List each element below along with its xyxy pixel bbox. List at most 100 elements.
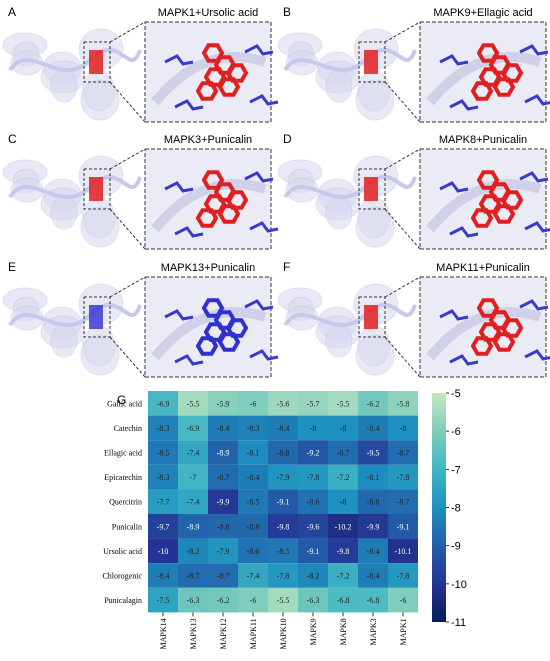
cell-label: -7.2: [337, 473, 350, 482]
heat-cell: [388, 587, 418, 613]
cell-label: -8.7: [187, 572, 200, 581]
cell-label: -10.1: [395, 547, 412, 556]
cell-label: -8.9: [217, 449, 230, 458]
cell-label: -8.8: [247, 522, 260, 531]
colorbar: [432, 393, 446, 622]
cell-label: -8.4: [367, 424, 380, 433]
heat-cell: [148, 514, 178, 539]
heat-cell: [358, 514, 388, 539]
heat-cell: [148, 440, 178, 465]
cell-label: -5.6: [277, 399, 290, 408]
cell-label: -8.7: [397, 498, 410, 507]
docking-panel: A MAPK1+Ursolic acid: [2, 5, 279, 123]
heat-cell: [268, 440, 298, 465]
cell-label: -6.8: [337, 596, 350, 605]
heat-cell: [178, 514, 208, 539]
heat-cell: [328, 489, 358, 514]
heat-cell: [148, 464, 178, 490]
heat-cell: [238, 563, 268, 588]
cell-label: -5.9: [217, 399, 230, 408]
panel-label: C: [8, 132, 17, 146]
cell-label: -5.5: [187, 399, 200, 408]
colorbar-tick-label: -6: [451, 426, 461, 438]
cell-label: -8.5: [247, 498, 260, 507]
heat-cell: [388, 415, 418, 441]
cell-label: -9.8: [337, 547, 350, 556]
heat-cell: [178, 563, 208, 588]
heat-cell: [268, 391, 298, 416]
column-label: MAPK10: [279, 618, 288, 649]
row-label: Chlorogenic: [102, 572, 142, 581]
heat-cell: [268, 563, 298, 588]
heat-cell: [298, 464, 328, 490]
panel-label: G: [117, 393, 126, 407]
heat-cell: [268, 587, 298, 613]
colorbar-tick-label: -5: [451, 388, 461, 400]
heat-cell: [328, 563, 358, 588]
heat-cell: [238, 415, 268, 441]
cell-label: -8.4: [277, 424, 290, 433]
heat-cell: [388, 391, 418, 416]
cell-label: -7.7: [157, 498, 170, 507]
cell-label: -6.3: [307, 596, 320, 605]
cell-label: -5.5: [277, 596, 290, 605]
heat-cell: [358, 464, 388, 490]
panel-title: MAPK13+Punicalin: [161, 262, 255, 274]
cell-label: -6.9: [187, 424, 200, 433]
heat-cell: [328, 587, 358, 613]
heat-cell: [178, 538, 208, 564]
heat-cell: [358, 489, 388, 514]
heat-cell: [358, 391, 388, 416]
cell-label: -8.4: [217, 424, 230, 433]
row-label: Ursolic acid: [103, 547, 142, 556]
heat-cell: [238, 440, 268, 465]
cell-label: -8.7: [217, 572, 230, 581]
cell-label: -6.9: [157, 399, 170, 408]
cell-label: -8: [340, 498, 347, 507]
column-label: MAPK3: [369, 618, 378, 645]
heat-cell: [298, 440, 328, 465]
row-label: Epicatechin: [104, 473, 142, 482]
heat-cell: [238, 538, 268, 564]
cell-label: -8.3: [247, 424, 260, 433]
cell-label: -6: [400, 596, 407, 605]
cell-label: -8.7: [397, 449, 410, 458]
heat-cell: [298, 514, 328, 539]
cell-label: -8.4: [367, 572, 380, 581]
cell-label: -7.8: [397, 572, 410, 581]
cell-label: -7.8: [307, 473, 320, 482]
cell-label: -7.5: [157, 596, 170, 605]
heat-cell: [298, 538, 328, 564]
cell-label: -10.2: [335, 522, 352, 531]
heat-cell: [328, 538, 358, 564]
panel-title: MAPK1+Ursolic acid: [158, 7, 259, 19]
cell-label: -6.8: [367, 596, 380, 605]
heat-cell: [358, 563, 388, 588]
panel-title: MAPK8+Punicalin: [439, 134, 527, 146]
panel-title: MAPK11+Punicalin: [436, 262, 530, 274]
heat-cell: [208, 489, 238, 514]
heat-cell: [388, 440, 418, 465]
heat-cell: [238, 391, 268, 416]
heat-cell: [208, 391, 238, 416]
cell-label: -8: [310, 424, 317, 433]
heat-cell: [298, 587, 328, 613]
cell-label: -7.4: [187, 498, 200, 507]
heat-cell: [358, 415, 388, 441]
cell-label: -6: [250, 399, 257, 408]
cell-label: -10: [158, 547, 169, 556]
panel-label: E: [8, 260, 16, 274]
cell-label: -8.3: [157, 473, 170, 482]
heat-cell: [178, 464, 208, 490]
cell-label: -8.9: [187, 522, 200, 531]
cell-label: -7.4: [187, 449, 200, 458]
cell-label: -6.3: [187, 596, 200, 605]
cell-label: -9.1: [307, 547, 320, 556]
cell-label: -8.2: [187, 547, 200, 556]
heat-cell: [388, 538, 418, 564]
cell-label: -9.7: [157, 522, 170, 531]
cell-label: -9.9: [367, 522, 380, 531]
heat-cell: [178, 587, 208, 613]
cell-label: -8.8: [367, 498, 380, 507]
cell-label: -7.8: [397, 473, 410, 482]
